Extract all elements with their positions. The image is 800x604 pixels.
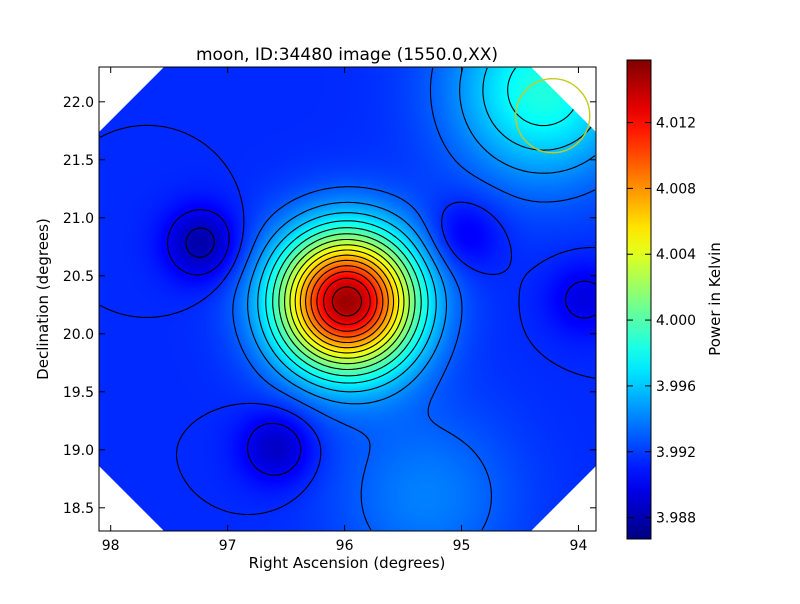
colorbar-tick-label: 4.012	[656, 116, 696, 132]
colorbar-tick-label: 3.988	[656, 511, 696, 527]
y-tick-label: 20.5	[63, 269, 94, 285]
y-tick-label: 22.0	[63, 95, 94, 111]
colorbar: 3.988 3.992 3.996 4.000 4.004 4.008 4.012	[626, 59, 696, 540]
plot-frame	[98, 66, 597, 532]
y-axis-ticks: 18.5 19.0 19.5 20.0 20.5 21.0 21.5 22.0	[63, 95, 596, 517]
chart-title: moon, ID:34480 image (1550.0,XX)	[196, 45, 498, 65]
beam-marker	[515, 78, 591, 154]
colorbar-tick-label: 4.008	[656, 181, 696, 197]
colorbar-ticks: 3.988 3.992 3.996 4.000 4.004 4.008 4.012	[627, 116, 696, 527]
heatmap-image	[99, 67, 596, 531]
colorbar-tick-label: 4.004	[656, 247, 696, 263]
x-axis-label: Right Ascension (degrees)	[249, 554, 446, 572]
y-axis-label: Declination (degrees)	[34, 218, 52, 380]
x-tick-label: 98	[102, 538, 120, 554]
colorbar-frame	[626, 59, 652, 540]
y-tick-label: 20.0	[63, 327, 94, 343]
plot-area: 98 97 96 95 94 18.5 19.0 19.5 20.0 20.5 21.0 21.5 2…	[63, 66, 597, 554]
y-tick-label: 19.0	[63, 443, 94, 459]
y-tick-label: 21.0	[63, 211, 94, 227]
y-tick-label: 19.5	[63, 385, 94, 401]
x-axis-ticks: 98 97 96 95 94	[102, 67, 588, 554]
colorbar-gradient	[627, 60, 651, 539]
y-tick-label: 21.5	[63, 153, 94, 169]
colorbar-tick-label: 4.000	[656, 313, 696, 329]
x-tick-label: 96	[336, 538, 354, 554]
colorbar-tick-label: 3.996	[656, 379, 696, 395]
y-tick-label: 18.5	[63, 501, 94, 517]
colorbar-label: Power in Kelvin	[706, 242, 724, 356]
contour-lines	[99, 67, 596, 531]
colorbar-tick-label: 3.992	[656, 445, 696, 461]
x-tick-label: 94	[570, 538, 588, 554]
x-tick-label: 97	[219, 538, 237, 554]
x-tick-label: 95	[453, 538, 471, 554]
